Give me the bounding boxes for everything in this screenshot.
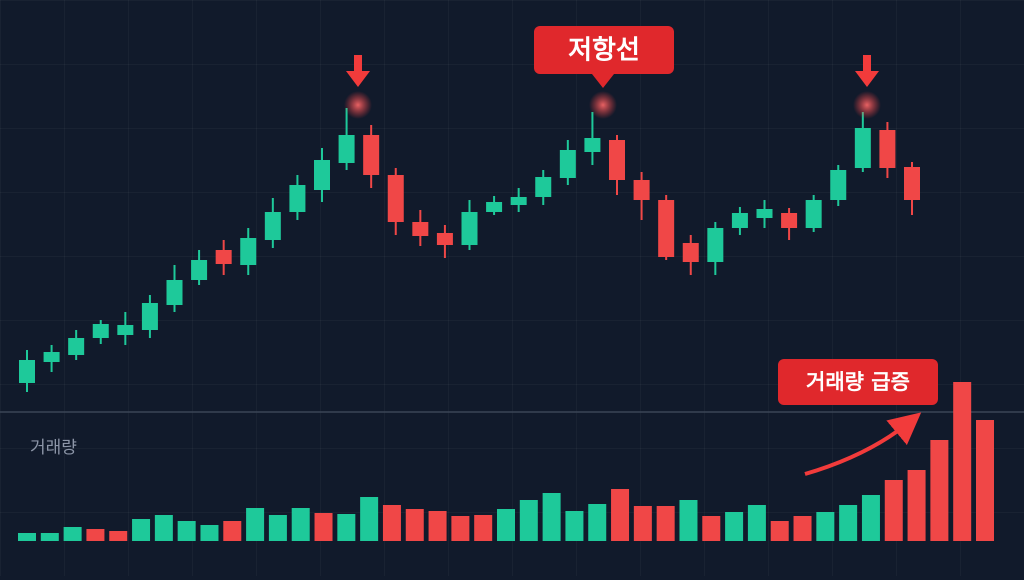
candle-body [166,280,183,305]
volume-bar [519,500,538,541]
volume-bar [839,505,858,541]
volume-bar [223,521,242,541]
candle-body [289,185,306,212]
candle-body [117,325,134,335]
volume-bar [930,440,949,541]
candle-body [535,177,552,197]
candle-body [682,243,699,262]
candle-body [240,238,257,265]
volume-bar [588,504,607,541]
volume-bar [154,515,173,541]
candle-body [658,200,675,257]
candle-body [363,135,380,175]
volume-annotation: 거래량 급증 [806,370,910,394]
volume-bar [816,512,835,541]
volume-bar [268,515,287,541]
volume-bar [428,511,447,541]
candle-body [264,212,281,240]
candle-body [412,222,429,236]
candle-body [141,303,158,330]
volume-bar [861,495,880,541]
candle-body [387,175,404,222]
volume-bar [291,508,310,541]
volume-bar [177,521,196,541]
candle-body [830,170,847,200]
candle-body [68,338,85,355]
volume-bar [337,514,356,541]
volume-bar [109,531,128,541]
candle-body [633,180,650,200]
volume-bar [656,506,675,541]
volume-bar [246,508,265,541]
candle-body [904,167,920,200]
candle-body [731,213,748,228]
volume-bar [565,511,584,541]
volume-bar [976,420,994,541]
volume-bar [18,533,36,541]
candle-body [756,209,773,218]
volume-bar [884,480,903,541]
volume-bar [725,512,744,541]
candle-body [215,250,232,264]
volume-bar [40,533,59,541]
candle-body [854,128,871,168]
candle-body [314,160,330,190]
candle-body [559,150,576,178]
candle-body [781,213,798,228]
volume-bar [793,516,812,541]
candle-body [510,197,527,205]
volume-bar [953,382,972,541]
volume-label: 거래량 [30,438,77,458]
resistance-callout: 저항선 [534,26,674,88]
volume-bar [63,527,82,541]
candle-body [43,352,60,362]
volume-bar [132,519,151,541]
candle-body [436,233,453,245]
candle-body [191,260,208,280]
candle-body [19,360,35,383]
candle-body [879,130,896,168]
candle-body [609,140,625,180]
volume-bar [679,500,698,541]
volume-bar [200,525,219,541]
candle-body [461,212,478,245]
candle-body [338,135,355,163]
volume-bar [702,516,721,541]
volume-bar [474,515,493,541]
volume-bar [86,529,105,541]
resistance-label: 저항선 [568,36,640,66]
candle-body [584,138,601,152]
volume-bar [451,516,470,541]
volume-bar [497,509,515,541]
volume-bar [611,489,630,541]
candle-body [707,228,724,262]
volume-bar [633,506,652,541]
volume-callout: 거래량 급증 [778,359,938,476]
peak-markers [344,55,881,119]
candle-body [486,202,503,212]
volume-bar [314,513,333,541]
volume-bar [747,505,766,541]
volume-bar [770,521,789,541]
volume-bar [907,470,926,541]
volume-bar [405,509,424,541]
volume-bar [360,497,379,541]
candle-body [92,324,109,338]
volume-bar [542,493,561,541]
candle-body [805,200,822,228]
volume-bar [382,505,401,541]
